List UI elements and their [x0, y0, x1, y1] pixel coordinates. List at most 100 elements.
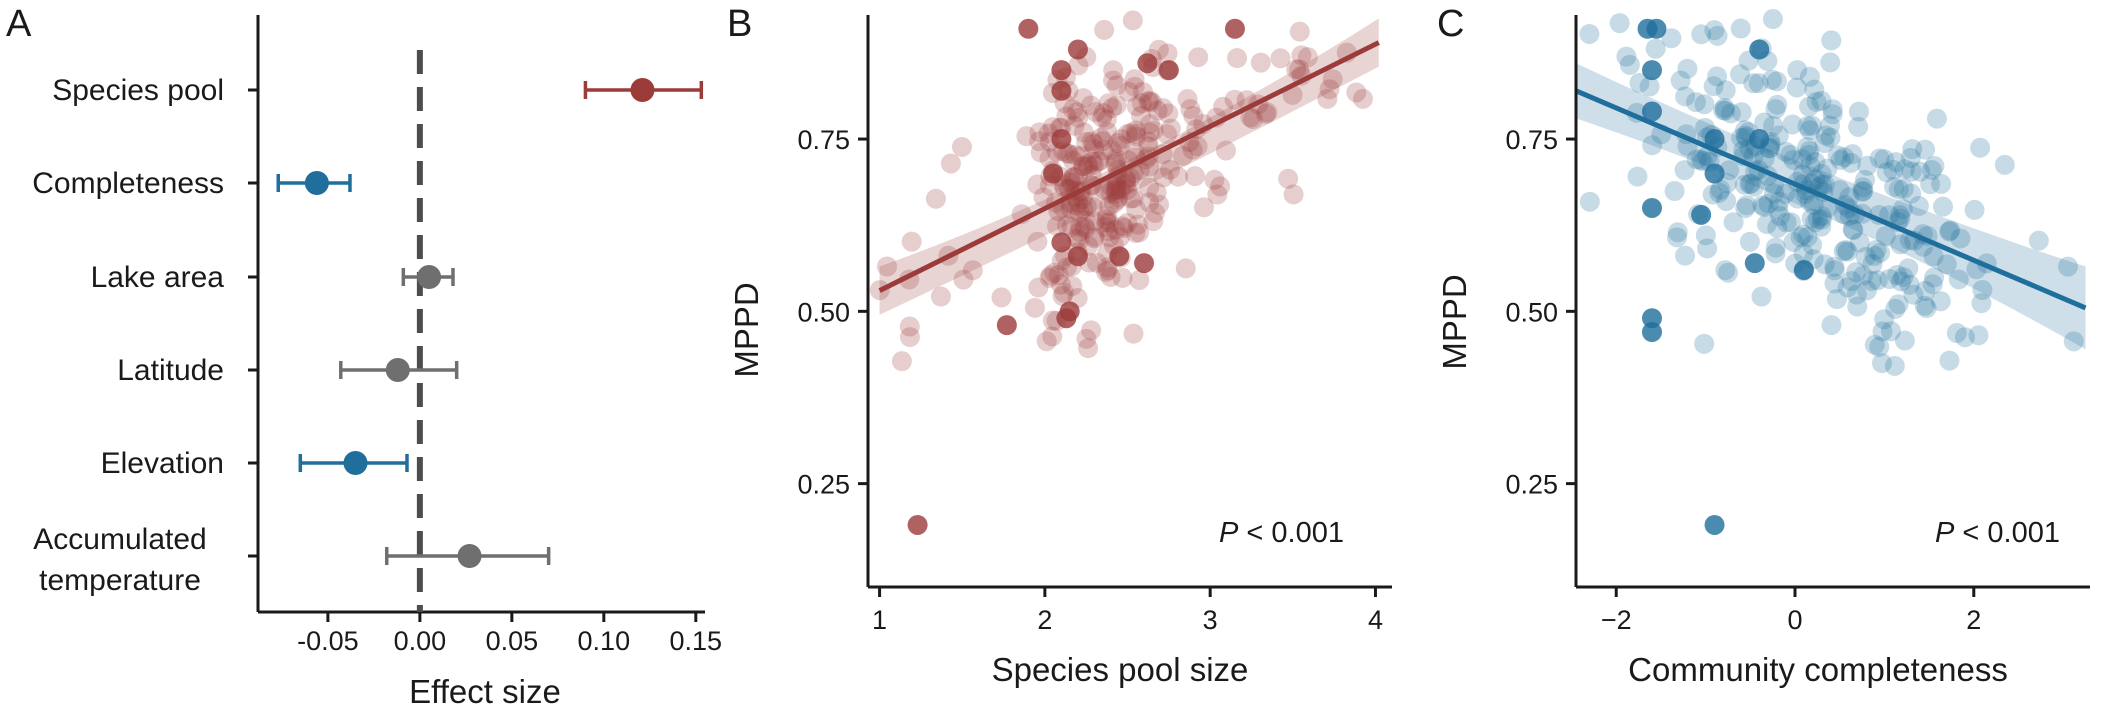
panel-c-data-point: [1869, 336, 1890, 357]
panel-c-data-point: [1824, 260, 1845, 281]
panel-b-data-point: [951, 136, 972, 157]
panel-c-data-point: [1765, 99, 1786, 120]
panel-c-data-point: [1782, 114, 1803, 135]
panel-c-data-point: [1707, 25, 1728, 46]
panel-c-data-point: [1884, 176, 1905, 197]
panel-b-data-point: [1083, 155, 1104, 176]
panel-c-data-point: [1743, 73, 1764, 94]
panel-c-data-point: [1793, 224, 1814, 245]
panel-c-data-point: [1814, 254, 1835, 275]
panel-b-data-point: [1070, 216, 1091, 237]
panel-b-data-point: [1215, 140, 1236, 161]
panel-b-data-point: [1051, 250, 1072, 271]
panel-c-data-point: [1920, 174, 1941, 195]
panel-b-data-point: [1086, 252, 1107, 273]
panel-b-data-point: [1257, 102, 1278, 123]
panel-b-data-point: [1065, 195, 1086, 216]
panel-c-data-point: [1641, 197, 1662, 218]
panel-c-data-point: [1761, 69, 1782, 90]
panel-b-data-point: [1109, 227, 1130, 248]
panel-b-data-point: [1051, 129, 1072, 150]
panel-b-data-point: [1125, 124, 1146, 145]
panel-b-data-point: [1177, 89, 1198, 110]
panel-c-data-point: [1763, 115, 1784, 136]
panel-c-data-point: [1783, 149, 1804, 170]
panel-c-data-point: [1855, 169, 1876, 190]
panel-c-data-point: [1853, 265, 1874, 286]
panel-b-data-point: [953, 269, 974, 290]
panel-b-data-point: [1027, 174, 1048, 195]
panel-a-estimate-point: [304, 171, 329, 195]
panel-b-p-value-annotation: P < 0.001: [1219, 517, 1344, 549]
panel-c-data-point: [1736, 195, 1757, 216]
panel-b-data-point: [1148, 39, 1169, 60]
panel-b-data-point: [899, 316, 920, 337]
panel-b-data-point: [925, 188, 946, 209]
panel-c-data-point: [1783, 231, 1804, 252]
panel-b-data-point: [1098, 221, 1119, 242]
panel-c-data-point: [1840, 152, 1861, 173]
panel-c-data-point: [1926, 108, 1947, 129]
panel-c-data-point: [1703, 76, 1724, 97]
panel-b-data-point: [1182, 139, 1203, 160]
panel-b-data-point: [1120, 188, 1141, 209]
panel-b-data-point: [1069, 221, 1090, 242]
panel-b-data-point: [1073, 156, 1094, 177]
panel-b-data-point: [1051, 80, 1072, 101]
panel-c-data-point: [1864, 245, 1885, 266]
panel-b-data-point: [1097, 260, 1118, 281]
panel-b-data-point: [1144, 202, 1165, 223]
panel-c-data-point: [1829, 180, 1850, 201]
panel-b-data-point: [1153, 98, 1174, 119]
panel-a-x-tick-label: 0.00: [394, 626, 447, 656]
panel-c-data-point: [1801, 115, 1822, 136]
panel-b-data-point: [1092, 107, 1113, 128]
panel-b-data-point: [1143, 211, 1164, 232]
panel-b-data-point: [930, 286, 951, 307]
panel-c-data-point: [1811, 209, 1832, 230]
panel-letter-a: A: [6, 3, 32, 45]
panel-b-scatter-plot: B 1 2 3 4 0.25 0.50 0.75 P < 0.001 Species pool…: [727, 3, 1392, 688]
panel-b-data-point: [1129, 222, 1150, 243]
panel-c-data-point: [1811, 90, 1832, 111]
panel-b-data-point: [1149, 194, 1170, 215]
panel-b-data-point: [1124, 142, 1145, 163]
panel-c-data-point: [1939, 221, 1960, 242]
panel-b-data-point: [1062, 276, 1083, 297]
panel-c-data-point: [1670, 70, 1691, 91]
panel-b-data-point: [1147, 100, 1168, 121]
panel-b-x-tick-label: 2: [1037, 605, 1052, 635]
panel-c-data-point: [1867, 270, 1888, 291]
panel-c-data-point: [1756, 214, 1777, 235]
panel-c-data-point: [1793, 259, 1814, 280]
panel-b-data-point: [1297, 47, 1318, 68]
panel-c-data-point: [1645, 38, 1666, 59]
panel-c-data-point: [1915, 139, 1936, 160]
panel-b-data-point: [1224, 18, 1245, 39]
panel-b-data-point: [1139, 90, 1160, 111]
panel-b-data-point: [1067, 102, 1088, 123]
panel-b-data-point: [1085, 102, 1106, 123]
panel-c-data-point: [1691, 204, 1712, 225]
panel-c-data-point: [1754, 196, 1775, 217]
panel-b-data-point: [1346, 82, 1367, 103]
panel-c-data-point: [1686, 149, 1707, 170]
panel-b-data-point: [1115, 170, 1136, 191]
panel-b-data-point: [1094, 179, 1115, 200]
panel-b-data-point: [1076, 131, 1097, 152]
panel-b-data-point: [1138, 136, 1159, 157]
panel-c-data-point: [1848, 101, 1869, 122]
panel-b-data-point: [1033, 187, 1054, 208]
panel-c-data-point: [1695, 225, 1716, 246]
panel-c-data-point: [1835, 239, 1856, 260]
panel-b-data-point: [1047, 216, 1068, 237]
panel-c-data-point: [1914, 295, 1935, 316]
panel-a-term-label: Species pool: [52, 74, 224, 107]
panel-b-y-tick-label: 0.75: [797, 125, 850, 155]
panel-c-data-point: [1932, 196, 1953, 217]
panel-c-data-point: [1776, 212, 1797, 233]
panel-c-data-point: [1675, 86, 1696, 107]
panel-b-p-symbol: P: [1219, 517, 1239, 549]
panel-c-data-point: [1767, 199, 1788, 220]
